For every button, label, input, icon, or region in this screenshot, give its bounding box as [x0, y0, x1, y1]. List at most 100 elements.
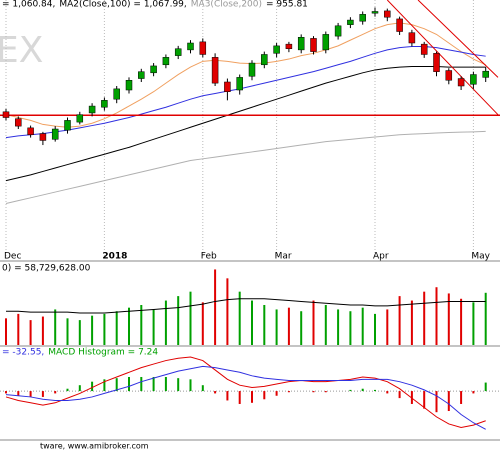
histogram-bar	[398, 391, 401, 399]
volume-bar	[226, 278, 229, 345]
histogram-bar	[226, 391, 229, 401]
volume-bar	[337, 309, 340, 345]
header-text: 0) = 58,729,628.00	[2, 264, 91, 274]
volume-bar	[164, 300, 167, 345]
histogram-bar	[91, 381, 94, 392]
candle-body	[64, 120, 71, 131]
candle-body	[396, 18, 403, 32]
histogram-bar	[189, 379, 192, 392]
x-tick-label: Feb	[201, 252, 217, 262]
histogram-bar	[460, 391, 463, 404]
histogram-bar	[164, 376, 167, 392]
candle-body	[138, 71, 145, 79]
histogram-bar	[423, 391, 426, 409]
watermark: EX	[0, 30, 43, 71]
volume-bar	[17, 313, 20, 345]
candle-body	[15, 118, 22, 127]
footer: tware, www.amibroker.com	[40, 442, 149, 450]
histogram-bar	[287, 391, 290, 393]
volume-bar	[472, 302, 475, 345]
histogram-bar	[263, 391, 266, 400]
volume-bar	[238, 291, 241, 345]
candle-body	[113, 88, 120, 100]
histogram-bar	[41, 391, 44, 397]
candle-body	[236, 77, 243, 91]
header-text: MA2(Close,100) = 1,067.99,	[59, 0, 186, 10]
candle-body	[51, 128, 59, 140]
volume-bar	[251, 300, 253, 345]
histogram-bar	[251, 391, 253, 403]
candle-body	[334, 25, 342, 37]
candle-body	[39, 133, 47, 141]
x-tick-label: May	[471, 252, 490, 262]
volume-bar	[5, 318, 7, 345]
histogram-bar	[29, 391, 32, 397]
histogram-bar	[435, 391, 438, 413]
volume-bar	[484, 292, 487, 345]
header-text: MA3(Close,200)	[191, 0, 262, 10]
volume-bar	[287, 307, 290, 345]
candle-body	[273, 45, 280, 54]
volume-bar	[349, 311, 352, 345]
candle-body	[359, 14, 366, 22]
trendline	[386, 0, 499, 116]
volume-bar	[386, 309, 389, 345]
histogram-bar	[128, 376, 130, 392]
volume-bar	[103, 313, 106, 345]
volume-bar	[177, 296, 180, 345]
candle-body	[224, 81, 231, 92]
histogram-bar	[17, 391, 20, 396]
histogram-bar	[312, 391, 315, 393]
histogram-bar	[140, 376, 143, 392]
candle-body	[433, 53, 440, 72]
volume-bar	[324, 305, 327, 345]
candle-body	[27, 127, 34, 135]
candle-body	[347, 19, 354, 25]
x-tick-label: 2018	[102, 252, 127, 262]
histogram-bar	[361, 388, 364, 392]
header-text: = -32.55,	[2, 348, 44, 358]
volume-bar	[66, 318, 69, 345]
histogram-bar	[103, 379, 106, 392]
candle-body	[2, 111, 10, 118]
histogram-bar	[54, 391, 57, 394]
volume-bar	[78, 320, 81, 345]
candle-body	[125, 80, 133, 91]
candle-body	[211, 57, 219, 84]
candle-body	[445, 70, 453, 81]
histogram-bar	[374, 389, 376, 392]
candle-body	[150, 65, 157, 74]
candle-body	[371, 11, 379, 14]
volume-bar	[54, 309, 57, 345]
trendline	[417, 0, 499, 78]
candle-body	[297, 37, 305, 51]
candle-body	[261, 54, 268, 66]
histogram-bar	[324, 391, 327, 393]
signal-line	[5, 365, 486, 430]
volume-bar	[201, 302, 204, 345]
volume-bar	[91, 315, 94, 345]
x-tick-label: Apr	[373, 252, 389, 262]
x-tick-label: Mar	[275, 252, 292, 262]
histogram-bar	[472, 391, 475, 394]
histogram-bar	[115, 378, 118, 392]
volume-bar	[460, 298, 463, 345]
candle-body	[482, 70, 489, 78]
volume-bar	[423, 291, 426, 345]
histogram-bar	[386, 391, 389, 394]
candle-body	[285, 43, 293, 49]
macd-line	[5, 356, 486, 428]
volume-bar	[374, 313, 376, 345]
volume-bar	[152, 309, 155, 345]
volume-bar	[263, 305, 266, 345]
candle-body	[457, 78, 465, 87]
ma-line	[5, 66, 486, 182]
volume-bar	[300, 311, 303, 345]
volume-bar	[447, 293, 450, 345]
ma-line	[5, 130, 486, 205]
histogram-bar	[447, 391, 450, 412]
volume-bar	[275, 309, 278, 345]
volume-bar	[410, 300, 413, 345]
candle-body	[76, 114, 84, 123]
candle-body	[310, 38, 317, 52]
